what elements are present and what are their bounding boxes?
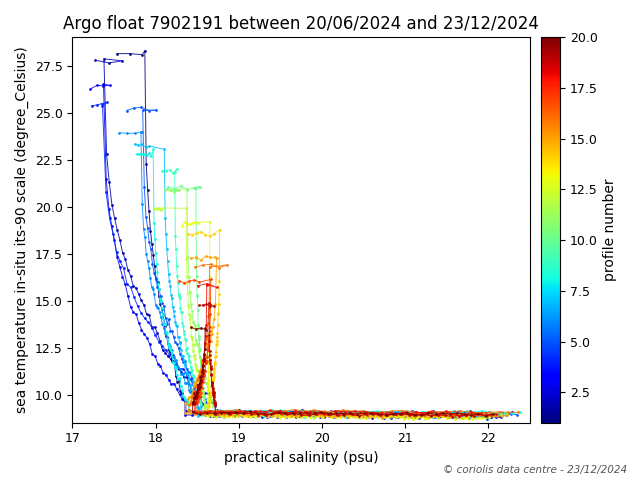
Title: Argo float 7902191 between 20/06/2024 and 23/12/2024: Argo float 7902191 between 20/06/2024 an… [63, 15, 539, 33]
Y-axis label: profile number: profile number [604, 179, 618, 281]
Text: © coriolis data centre - 23/12/2024: © coriolis data centre - 23/12/2024 [443, 465, 627, 475]
Y-axis label: sea temperature in-situ its-90 scale (degree_Celsius): sea temperature in-situ its-90 scale (de… [15, 47, 29, 413]
X-axis label: practical salinity (psu): practical salinity (psu) [224, 451, 378, 465]
